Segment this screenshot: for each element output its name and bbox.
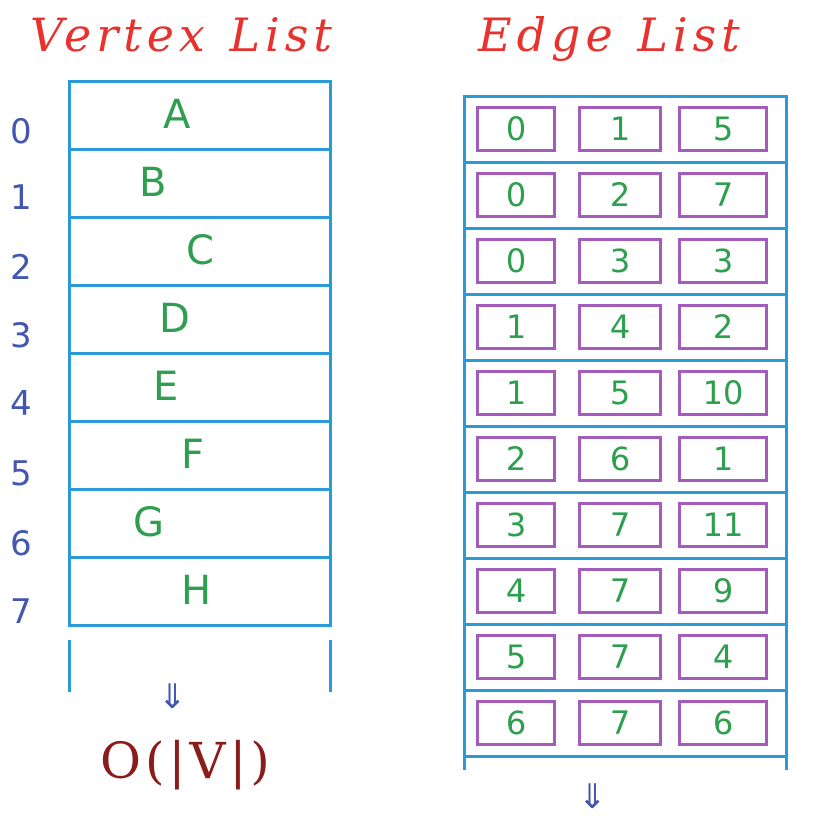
edge-start-vertex: 6 <box>476 700 556 746</box>
edge-weight: 2 <box>678 304 768 350</box>
vertex-index: 6 <box>10 524 32 564</box>
edge-row: 1 5 10 <box>466 362 785 428</box>
vertex-row: A <box>71 83 329 151</box>
edge-weight: 9 <box>678 568 768 614</box>
vertex-label: C <box>186 228 214 274</box>
vertex-row: H <box>71 559 329 627</box>
vertex-label: D <box>159 296 190 342</box>
edge-end-vertex: 2 <box>578 172 662 218</box>
vertex-row: E <box>71 355 329 423</box>
edge-end-vertex: 7 <box>578 700 662 746</box>
edge-end-vertex: 7 <box>578 634 662 680</box>
edge-end-vertex: 4 <box>578 304 662 350</box>
vertex-index: 3 <box>10 316 32 356</box>
vertex-complexity-label: O(|V|) <box>100 732 274 790</box>
edge-start-vertex: 0 <box>476 172 556 218</box>
edge-start-vertex: 3 <box>476 502 556 548</box>
edge-list-table-extension <box>463 758 788 770</box>
edge-weight: 6 <box>678 700 768 746</box>
edge-weight: 10 <box>678 370 768 416</box>
vertex-label: G <box>133 500 164 546</box>
edge-end-vertex: 7 <box>578 502 662 548</box>
edge-start-vertex: 0 <box>476 238 556 284</box>
edge-start-vertex: 0 <box>476 106 556 152</box>
edge-list-table: 0 1 5 0 2 7 0 3 3 1 4 2 1 5 10 2 6 1 3 7 11 4 7 9 5 7 4 6 7 6 <box>463 95 788 758</box>
edge-start-vertex: 5 <box>476 634 556 680</box>
edge-weight: 11 <box>678 502 768 548</box>
edge-weight: 7 <box>678 172 768 218</box>
vertex-row: F <box>71 423 329 491</box>
double-down-arrow-icon: ⇓ <box>578 777 607 817</box>
edge-end-vertex: 3 <box>578 238 662 284</box>
vertex-index: 5 <box>10 454 32 494</box>
edge-weight: 4 <box>678 634 768 680</box>
vertex-index: 1 <box>10 178 32 218</box>
edge-weight: 5 <box>678 106 768 152</box>
vertex-index: 7 <box>10 592 32 632</box>
vertex-index: 0 <box>10 112 32 152</box>
edge-weight: 1 <box>678 436 768 482</box>
edge-row: 3 7 11 <box>466 494 785 560</box>
vertex-row: C <box>71 219 329 287</box>
vertex-list-title: Vertex List <box>30 8 337 62</box>
vertex-list-table-extension <box>68 640 332 692</box>
edge-end-vertex: 5 <box>578 370 662 416</box>
vertex-label: E <box>153 364 179 410</box>
edge-weight: 3 <box>678 238 768 284</box>
double-down-arrow-icon: ⇓ <box>158 677 187 717</box>
edge-end-vertex: 7 <box>578 568 662 614</box>
vertex-index: 4 <box>10 384 32 424</box>
vertex-label: B <box>139 160 167 206</box>
edge-list-title: Edge List <box>478 8 745 62</box>
edge-start-vertex: 1 <box>476 370 556 416</box>
edge-end-vertex: 1 <box>578 106 662 152</box>
vertex-row: D <box>71 287 329 355</box>
edge-start-vertex: 1 <box>476 304 556 350</box>
vertex-row: B <box>71 151 329 219</box>
vertex-label: H <box>181 568 212 614</box>
edge-end-vertex: 6 <box>578 436 662 482</box>
vertex-label: F <box>181 432 205 478</box>
vertex-row: G <box>71 491 329 559</box>
vertex-index: 2 <box>10 248 32 288</box>
edge-start-vertex: 2 <box>476 436 556 482</box>
edge-start-vertex: 4 <box>476 568 556 614</box>
vertex-label: A <box>163 92 191 138</box>
